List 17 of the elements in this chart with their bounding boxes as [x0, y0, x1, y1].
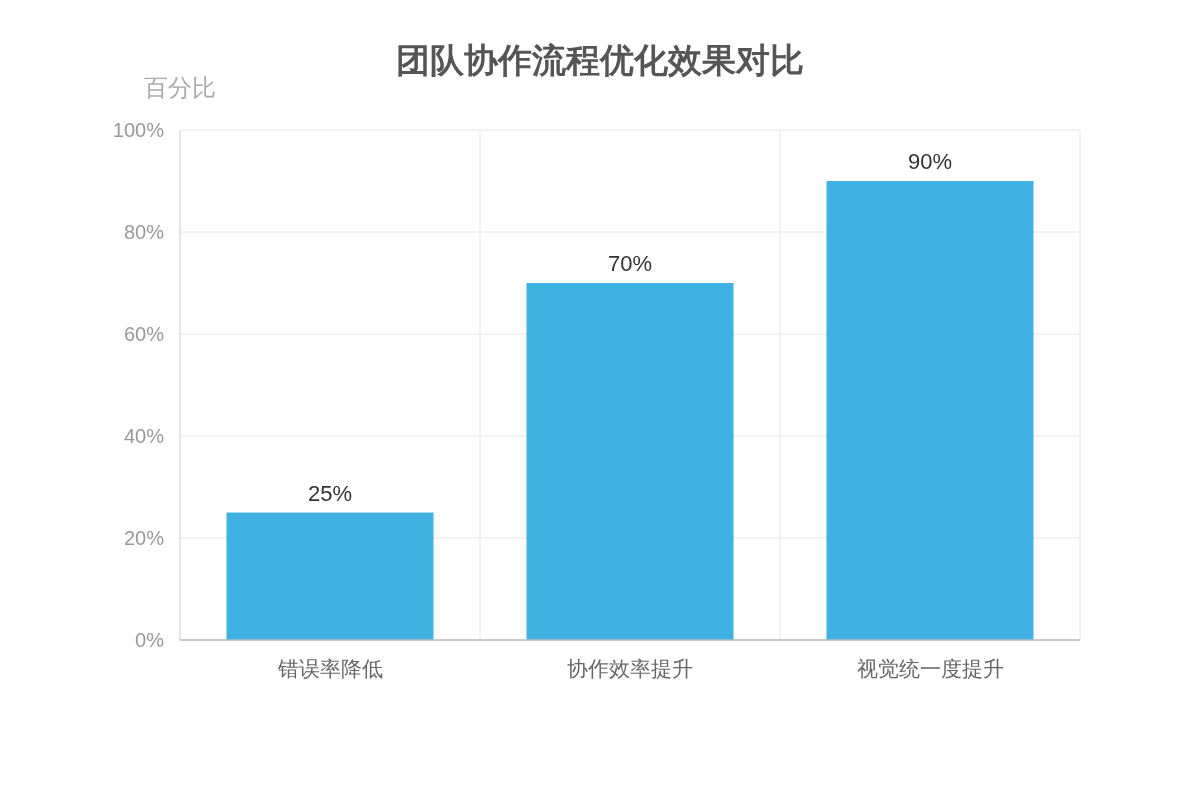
data-label: 70%	[607, 251, 653, 276]
bar	[226, 512, 434, 640]
y-tick-label: 60%	[123, 323, 165, 345]
y-tick-label: 100%	[112, 119, 165, 141]
x-tick-label: 视觉统一度提升	[856, 657, 1004, 680]
y-tick-label: 20%	[123, 527, 165, 549]
data-label: 25%	[307, 480, 353, 506]
data-label: 90%	[907, 149, 953, 174]
y-tick-label: 40%	[123, 425, 165, 447]
x-tick-label: 协作效率提升	[567, 657, 693, 680]
y-axis-title: 百分比	[144, 74, 216, 101]
x-tick-label: 错误率降低	[276, 657, 383, 680]
y-tick-label: 0%	[135, 629, 165, 651]
bar	[826, 181, 1034, 640]
chart-title: 团队协作流程优化效果对比	[396, 41, 804, 79]
bar	[526, 283, 734, 640]
y-tick-label: 80%	[123, 221, 165, 243]
